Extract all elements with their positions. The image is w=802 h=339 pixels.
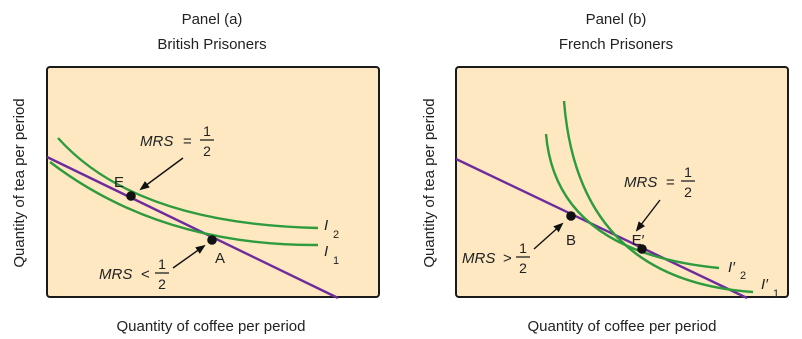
svg-text:2: 2 [684, 184, 692, 200]
panel-b-curve-lower [562, 100, 754, 294]
panel-b-subheading: French Prisoners [559, 36, 673, 53]
panel-b-y-axis-label: Quantity of tea per period [421, 98, 438, 267]
panel-b-plot-area [455, 66, 789, 298]
panel-b-heading: Panel (b) [586, 11, 647, 28]
panel-b-mrs-lower: MRS > 1 2 [462, 240, 530, 276]
panel-a-heading: Panel (a) [182, 11, 243, 28]
svg-text:MRS: MRS [462, 250, 495, 267]
svg-text:1: 1 [684, 164, 692, 180]
panel-a-point-upper-label: E [114, 174, 124, 191]
svg-text:I′: I′ [728, 259, 736, 276]
svg-text:I: I [324, 243, 328, 260]
panel-b-mrs-upper: MRS = 1 2 [624, 164, 695, 200]
panel-a-subheading: British Prisoners [157, 36, 266, 53]
panel-b-budget-line [455, 157, 748, 300]
panel-a-point-lower-label: A [215, 250, 225, 267]
svg-text:2: 2 [203, 143, 211, 159]
panel-a-curve-upper [57, 137, 319, 230]
svg-text:I′: I′ [761, 276, 769, 293]
panel-b-curve-upper [544, 133, 720, 270]
panel-a-point-lower [207, 235, 217, 245]
panel-b: Panel (b) French Prisoners Quantity of t… [421, 11, 789, 335]
panel-b-x-axis-label: Quantity of coffee per period [527, 318, 716, 335]
panel-a-mrs-upper: MRS = 1 2 [140, 123, 214, 159]
panel-a-curve-lower [49, 161, 319, 247]
panel-b-arrow-upper [635, 199, 661, 232]
panel-b-arrow-lower [533, 222, 564, 250]
svg-text:I: I [324, 217, 328, 234]
panel-a-plot-area [46, 66, 380, 298]
svg-text:2: 2 [333, 229, 339, 241]
panel-a-y-axis-label: Quantity of tea per period [11, 98, 28, 267]
svg-text:1: 1 [519, 240, 527, 256]
svg-text:=: = [666, 174, 675, 191]
panel-a-budget-line [46, 155, 339, 300]
panel-a-mrs-lower: MRS < 1 2 [99, 256, 169, 292]
panel-a-arrow-upper [139, 157, 184, 191]
panel-b-point-upper-label: B [566, 232, 576, 249]
svg-text:MRS: MRS [624, 174, 657, 191]
panel-b-curve-lower-label: I′ 1 [761, 276, 779, 300]
svg-text:<: < [141, 266, 150, 283]
panel-a-arrow-lower [172, 244, 206, 269]
svg-text:2: 2 [519, 260, 527, 276]
svg-text:>: > [503, 250, 512, 267]
svg-text:1: 1 [773, 288, 779, 300]
svg-text:=: = [183, 133, 192, 150]
panel-a: Panel (a) British Prisoners Quantity of … [11, 11, 380, 335]
svg-text:1: 1 [203, 123, 211, 139]
panel-b-point-lower-label: E′ [632, 232, 645, 249]
svg-text:1: 1 [333, 255, 339, 267]
svg-text:1: 1 [158, 256, 166, 272]
panel-a-point-upper [126, 191, 136, 201]
svg-text:MRS: MRS [99, 266, 132, 283]
panel-b-point-lower [637, 244, 647, 254]
panel-b-point-upper [566, 211, 576, 221]
panel-a-curve-upper-label: I 2 [324, 217, 339, 241]
svg-text:2: 2 [158, 276, 166, 292]
panel-b-curve-upper-label: I′ 2 [728, 259, 746, 282]
panel-a-curve-lower-label: I 1 [324, 243, 339, 267]
panel-a-x-axis-label: Quantity of coffee per period [116, 318, 305, 335]
svg-text:MRS: MRS [140, 133, 173, 150]
svg-text:2: 2 [740, 270, 746, 282]
